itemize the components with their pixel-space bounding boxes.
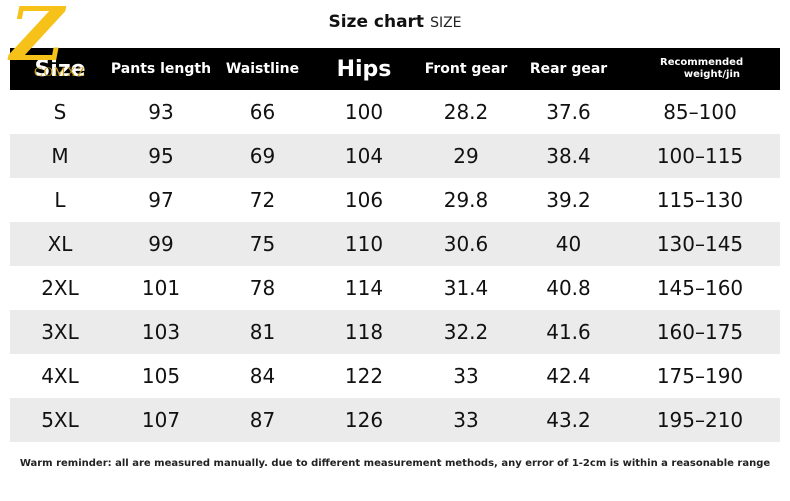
table-cell: 40: [555, 232, 582, 256]
table-cell: 84: [249, 364, 276, 388]
column-header: Recommended weight/jin: [660, 57, 744, 80]
column-header: Hips: [336, 56, 392, 82]
table-row: 2XL 101 78 114 31.4 40.8 145–160: [10, 266, 780, 310]
table-cell: 114: [344, 276, 384, 300]
logo-text: COMXZ: [34, 64, 86, 79]
header-row: Size Pants length Waistline Hips Front gear R…: [10, 48, 780, 90]
table-cell: 5XL: [41, 408, 79, 432]
title-text: Size chart: [328, 12, 425, 32]
logo-letter: Z: [10, 0, 65, 78]
table-cell: 104: [344, 144, 384, 168]
table-cell: 4XL: [41, 364, 79, 388]
table-cell: 2XL: [41, 276, 79, 300]
column-header: Front gear: [424, 61, 508, 77]
size-table: Size Pants length Waistline Hips Front gear R…: [10, 48, 780, 442]
column-header: Pants length: [110, 61, 212, 77]
table-cell: 81: [249, 320, 276, 344]
column-header: Rear gear: [529, 61, 608, 77]
table-cell: 105: [141, 364, 181, 388]
title: Size chart SIZE: [0, 12, 790, 32]
table-cell: L: [54, 188, 66, 212]
column-header: Size: [34, 56, 86, 82]
table-cell: 41.6: [546, 320, 591, 344]
table-cell: 106: [344, 188, 384, 212]
table-cell: 85–100: [663, 100, 737, 124]
table-cell: 130–145: [656, 232, 744, 256]
table-row: 5XL 107 87 126 33 43.2 195–210: [10, 398, 780, 442]
table-cell: 110: [344, 232, 384, 256]
table-cell: 40.8: [546, 276, 591, 300]
table-cell: 30.6: [443, 232, 489, 256]
table-cell: 66: [249, 100, 276, 124]
table-row: XL 99 75 110 30.6 40 130–145: [10, 222, 780, 266]
table-cell: 32.2: [443, 320, 489, 344]
table-cell: 75: [249, 232, 276, 256]
table-cell: 33: [453, 364, 479, 388]
table-cell: 42.4: [546, 364, 591, 388]
table-cell: 38.4: [546, 144, 591, 168]
table-cell: 69: [249, 144, 276, 168]
table-cell: 122: [344, 364, 384, 388]
table-row: M 95 69 104 29 38.4 100–115: [10, 134, 780, 178]
table-cell: 107: [141, 408, 181, 432]
table-cell: 118: [344, 320, 384, 344]
table-cell: 175–190: [656, 364, 744, 388]
table-cell: 29: [453, 144, 479, 168]
table-cell: M: [51, 144, 69, 168]
table-cell: 28.2: [443, 100, 489, 124]
table-cell: 87: [249, 408, 276, 432]
table-cell: 72: [249, 188, 276, 212]
table-cell: 101: [141, 276, 181, 300]
table-cell: 43.2: [546, 408, 591, 432]
table-row: S 93 66 100 28.2 37.6 85–100: [10, 90, 780, 134]
table-cell: 126: [344, 408, 384, 432]
table-cell: 33: [453, 408, 479, 432]
table-cell: 95: [148, 144, 174, 168]
table-cell: 37.6: [546, 100, 591, 124]
table-cell: XL: [47, 232, 73, 256]
table-cell: S: [53, 100, 67, 124]
table-cell: 160–175: [656, 320, 744, 344]
table-cell: 100: [344, 100, 384, 124]
table-cell: 195–210: [656, 408, 744, 432]
table-cell: 31.4: [443, 276, 489, 300]
table-cell: 145–160: [656, 276, 744, 300]
table-cell: 100–115: [656, 144, 744, 168]
column-header: Waistline: [225, 61, 300, 77]
table-cell: 99: [148, 232, 174, 256]
table-cell: 93: [148, 100, 174, 124]
footer-note: Warm reminder: all are measured manually…: [19, 458, 771, 469]
table-cell: 39.2: [546, 188, 591, 212]
subtitle: SIZE: [430, 15, 462, 31]
table-cell: 97: [148, 188, 174, 212]
table-row: 3XL 103 81 118 32.2 41.6 160–175: [10, 310, 780, 354]
table-row: 4XL 105 84 122 33 42.4 175–190: [10, 354, 780, 398]
table-row: L 97 72 106 29.8 39.2 115–130: [10, 178, 780, 222]
table-cell: 29.8: [443, 188, 489, 212]
table-cell: 103: [141, 320, 181, 344]
table-cell: 3XL: [41, 320, 79, 344]
table-cell: 115–130: [656, 188, 744, 212]
table-cell: 78: [249, 276, 276, 300]
